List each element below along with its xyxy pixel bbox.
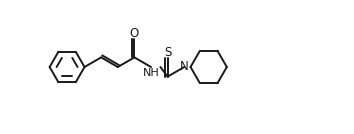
Text: O: O bbox=[130, 27, 139, 40]
Text: NH: NH bbox=[143, 68, 159, 78]
Text: N: N bbox=[180, 60, 189, 73]
Text: S: S bbox=[164, 46, 171, 59]
